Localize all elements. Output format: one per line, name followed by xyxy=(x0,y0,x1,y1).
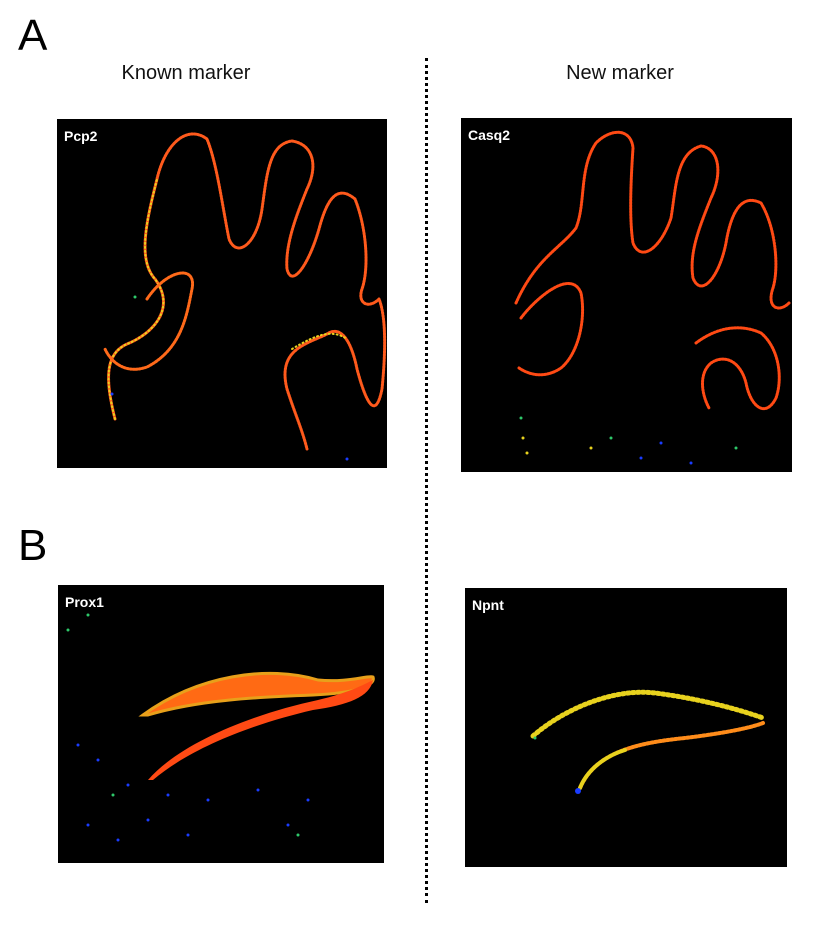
column-title-known-marker: Known marker xyxy=(121,62,251,84)
image-label-pcp2: Pcp2 xyxy=(64,128,98,144)
panel-letter-b: B xyxy=(18,521,48,570)
column-divider xyxy=(425,58,428,903)
image-label-casq2: Casq2 xyxy=(468,127,511,143)
casq2-expression-map xyxy=(514,130,791,465)
image-label-prox1: Prox1 xyxy=(65,594,104,610)
image-pcp2: Pcp2 xyxy=(57,119,387,468)
prox1-expression-map xyxy=(66,613,375,842)
image-prox1: Prox1 xyxy=(58,585,384,863)
image-casq2: Casq2 xyxy=(461,118,792,472)
npnt-expression-map xyxy=(530,689,766,794)
image-label-npnt: Npnt xyxy=(472,597,504,613)
column-title-new-marker: New marker xyxy=(566,62,674,84)
panel-letter-a: A xyxy=(18,11,48,60)
pcp2-expression-map xyxy=(103,132,387,461)
image-npnt: Npnt xyxy=(465,588,787,867)
